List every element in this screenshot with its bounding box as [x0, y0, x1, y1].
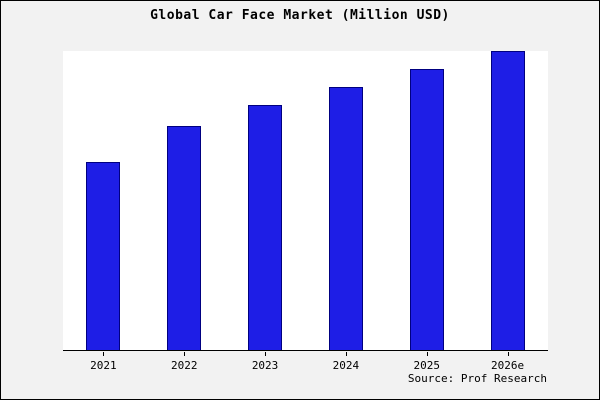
bars-container	[63, 51, 548, 350]
bar-2025	[409, 68, 444, 350]
x-tick-label-2023: 2023	[225, 352, 306, 372]
bar-group-2026e	[467, 51, 548, 350]
plot-area	[63, 51, 548, 351]
x-tick-label-2022: 2022	[144, 352, 225, 372]
bar-2021	[86, 161, 121, 350]
x-tick-label-2026e: 2026e	[467, 352, 548, 372]
x-tick-label-2025: 2025	[386, 352, 467, 372]
bar-2026e	[490, 51, 525, 350]
x-tick-label-2024: 2024	[305, 352, 386, 372]
bar-group-2025	[386, 51, 467, 350]
source-credit: Source: Prof Research	[407, 372, 547, 385]
bar-2023	[248, 104, 283, 350]
bar-2024	[328, 86, 363, 350]
bar-group-2022	[144, 51, 225, 350]
bar-2022	[167, 125, 202, 350]
x-axis-ticks: 2021 2022 2023 2024 2025 2026e	[63, 352, 548, 372]
x-tick-label-2021: 2021	[63, 352, 144, 372]
bar-group-2024	[305, 51, 386, 350]
bar-group-2021	[63, 51, 144, 350]
bar-group-2023	[225, 51, 306, 350]
chart-title: Global Car Face Market (Million USD)	[150, 8, 450, 23]
